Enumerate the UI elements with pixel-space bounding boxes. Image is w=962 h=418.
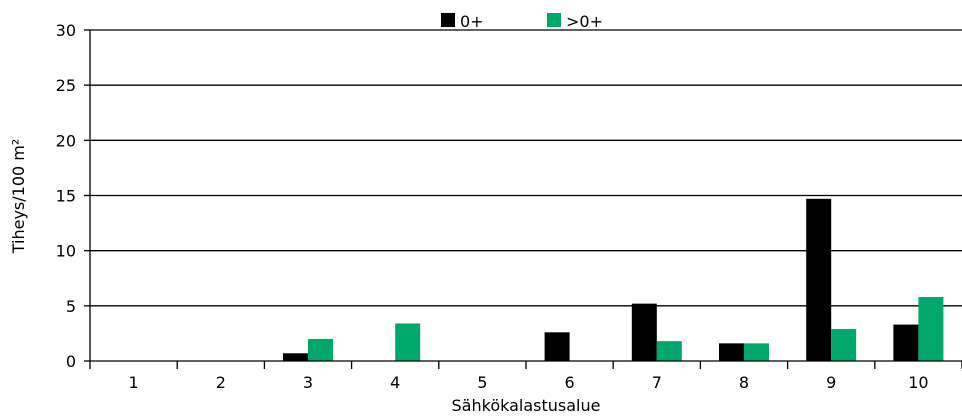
x-tick-label: 8 xyxy=(739,373,749,392)
bar-0plus-6 xyxy=(544,332,570,361)
legend-label-0plus: 0+ xyxy=(460,12,484,31)
x-tick-label: 6 xyxy=(565,373,575,392)
bar-over0plus-10 xyxy=(918,297,944,361)
bar-0plus-10 xyxy=(893,324,919,361)
bar-0plus-3 xyxy=(283,353,308,361)
legend-swatch-over0plus xyxy=(547,13,561,27)
axes xyxy=(84,29,962,369)
bar-0plus-7 xyxy=(631,303,657,361)
x-tick-labels: 1 2 3 4 5 6 7 8 9 10 xyxy=(129,373,929,392)
x-tick-label: 9 xyxy=(826,373,836,392)
legend-label-over0plus: >0+ xyxy=(566,12,603,31)
bar-0plus-8 xyxy=(719,343,744,361)
y-tick-label: 5 xyxy=(66,297,76,316)
legend: 0+ >0+ xyxy=(441,12,603,31)
legend-swatch-0plus xyxy=(441,13,455,27)
x-axis-title: Sähkökalastusalue xyxy=(452,396,601,415)
y-axis-title: Tiheys/100 m² xyxy=(9,139,28,255)
y-tick-label: 20 xyxy=(56,131,76,150)
bar-0plus-9 xyxy=(806,198,832,361)
y-tick-label: 15 xyxy=(56,187,76,206)
bar-over0plus-3 xyxy=(308,338,333,361)
x-tick-label: 2 xyxy=(216,373,226,392)
bar-over0plus-9 xyxy=(831,329,857,361)
y-tick-label: 25 xyxy=(56,76,76,95)
bar-over0plus-7 xyxy=(656,341,682,361)
y-tick-label: 0 xyxy=(66,352,76,371)
y-tick-labels: 0 5 10 15 20 25 30 xyxy=(56,21,76,371)
y-tick-label: 10 xyxy=(56,242,76,261)
x-tick-label: 5 xyxy=(477,373,487,392)
bar-over0plus-4 xyxy=(395,323,421,361)
x-tick-label: 1 xyxy=(129,373,139,392)
bars xyxy=(283,198,944,361)
x-tick-label: 3 xyxy=(303,373,313,392)
y-tick-label: 30 xyxy=(56,21,76,40)
x-tick-label: 4 xyxy=(390,373,400,392)
bar-over0plus-8 xyxy=(744,343,769,361)
x-tick-label: 10 xyxy=(908,373,928,392)
x-tick-label: 7 xyxy=(652,373,662,392)
